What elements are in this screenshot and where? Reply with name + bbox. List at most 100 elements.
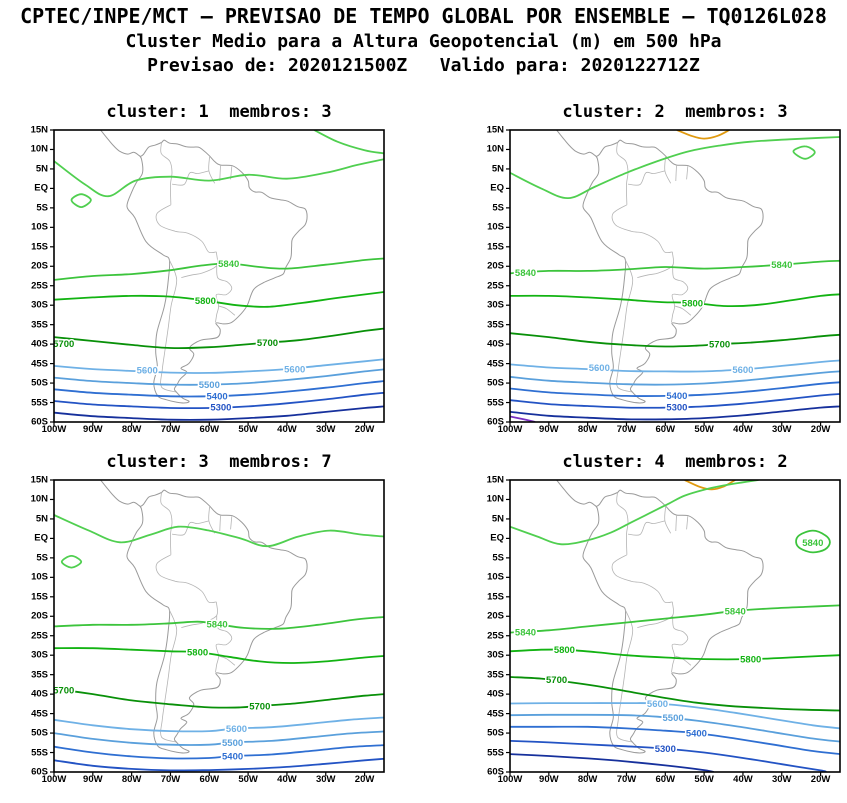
lon-tick-label: 40W	[733, 774, 753, 785]
country-border	[686, 166, 689, 180]
lat-tick-label: 55S	[31, 747, 48, 759]
lat-tick-label: 40S	[487, 688, 504, 700]
lon-axis: 100W 90W 80W 70W 60W 50W 40W 30W 20W	[42, 772, 384, 786]
contour-label: 5500	[199, 380, 220, 391]
country-border	[230, 166, 233, 180]
header-validity-line: Previsao de: 2020121500Z Valido para: 20…	[147, 55, 700, 76]
lon-tick-label: 40W	[733, 424, 753, 435]
lat-tick-label: 35S	[487, 669, 504, 681]
lon-tick-label: 60W	[199, 774, 220, 785]
lon-tick-label: 30W	[771, 774, 792, 785]
contour-label: 5800	[554, 645, 575, 656]
contour-5300	[510, 740, 827, 772]
country-border	[181, 251, 218, 278]
contour-map: 5840 5800 5700 5700 5600 5500 5400	[50, 479, 385, 776]
contour-5800	[510, 293, 840, 308]
country-border	[637, 601, 674, 628]
header-field-line: Cluster Medio para a Altura Geopotencial…	[125, 31, 722, 52]
country-border	[219, 514, 221, 532]
lat-tick-label: 10S	[31, 571, 48, 583]
coastline	[100, 130, 308, 404]
lat-tick-label: 35S	[487, 319, 504, 331]
country-border	[160, 609, 178, 743]
contour-label: 5400	[222, 752, 243, 763]
contour-label: 5700	[709, 340, 730, 351]
country-border	[616, 259, 634, 393]
contour-5880	[54, 158, 384, 198]
lat-tick-label: 15N	[486, 124, 504, 136]
contour-label: 5840	[515, 268, 536, 279]
lat-tick-label: 30S	[487, 649, 504, 661]
lon-tick-label: 60W	[655, 424, 676, 435]
lat-tick-label: 60S	[487, 416, 504, 428]
lat-tick-label: 15N	[486, 474, 504, 486]
lon-axis: 100W 90W 80W 70W 60W 50W 40W 30W 20W	[498, 772, 840, 786]
country-border	[627, 520, 665, 536]
country-border	[155, 204, 217, 254]
lon-tick-label: 30W	[315, 424, 336, 435]
lat-tick-label: 15S	[487, 591, 504, 603]
contour-5500	[510, 370, 840, 386]
lat-tick-label: 50S	[31, 377, 48, 389]
lat-tick-label: 10N	[486, 493, 504, 505]
contour-label: 5300	[666, 402, 687, 413]
lon-tick-label: 80W	[577, 774, 598, 785]
lat-axis: 15N 10N 5N EQ 5S 10S 15S 20S 25S 30S 35S 40S 45S 50S 5…	[482, 125, 510, 428]
lon-axis: 100W 90W 80W 70W 60W 50W 40W 30W 20W	[498, 422, 840, 436]
lat-tick-label: 25S	[487, 630, 504, 642]
contour-5880	[60, 554, 83, 569]
lat-axis: 15N 10N 5N EQ 5S 10S 15S 20S 25S 30S 35S 40S 45S 50S 5…	[482, 475, 510, 778]
panel-title: cluster: 4 membros: 2	[562, 452, 788, 472]
contour-label: 5840	[802, 538, 823, 549]
coastline	[556, 480, 764, 754]
contour-label: 5500	[222, 738, 243, 749]
cluster-panel-1: cluster: 1 membros: 3 15N 10N 5N EQ 5S 10S 15S…	[26, 102, 385, 436]
country-border	[664, 505, 672, 534]
contour-5600	[54, 716, 384, 733]
country-border	[215, 615, 233, 673]
lat-tick-label: 25S	[31, 630, 48, 642]
lon-tick-label: 100W	[497, 424, 523, 435]
lon-tick-label: 20W	[810, 774, 831, 785]
contour-5200	[510, 405, 840, 421]
lat-tick-label: 5S	[492, 552, 504, 564]
header-title-line: CPTEC/INPE/MCT — PREVISAO DE TEMPO GLOBA…	[20, 4, 827, 28]
lon-tick-label: 60W	[655, 774, 676, 785]
contour-5880	[510, 136, 840, 200]
lon-tick-label: 50W	[238, 424, 258, 435]
panel-title: cluster: 2 membros: 3	[562, 102, 788, 122]
contour-label: 5840	[771, 260, 792, 271]
country-border	[208, 155, 216, 184]
contour-label: 5800	[740, 655, 761, 666]
lat-tick-label: 15N	[30, 474, 48, 486]
contour-label: 5600	[732, 365, 753, 376]
map-frame	[509, 479, 841, 773]
contour-label: 5500	[663, 713, 684, 724]
lon-tick-label: 80W	[577, 424, 598, 435]
lat-tick-label: 5N	[35, 163, 48, 175]
lat-tick-label: 10N	[30, 143, 48, 155]
contour-5880	[313, 130, 384, 155]
lat-tick-label: 45S	[31, 358, 48, 370]
lat-tick-label: 5N	[491, 513, 504, 525]
country-border	[675, 514, 677, 532]
chart-header: CPTEC/INPE/MCT — PREVISAO DE TEMPO GLOBA…	[0, 0, 847, 76]
lat-tick-label: 50S	[487, 727, 504, 739]
contour-label: 5800	[187, 648, 208, 659]
coastline	[100, 480, 308, 754]
contour-5880	[792, 145, 816, 160]
country-border	[171, 520, 209, 536]
lon-tick-label: 80W	[121, 774, 142, 785]
contour-label: 5700	[546, 675, 567, 686]
lon-tick-label: 70W	[616, 774, 637, 785]
lon-tick-label: 50W	[694, 774, 714, 785]
contour-5840	[510, 604, 840, 634]
map-frame	[509, 129, 841, 423]
map-frame	[53, 129, 385, 423]
contour-label: 5700	[53, 339, 74, 350]
country-border	[218, 305, 236, 316]
lon-tick-label: 40W	[277, 424, 297, 435]
contour-5500	[54, 730, 384, 746]
contour-5600	[510, 359, 840, 373]
lat-tick-label: EQ	[490, 182, 504, 194]
